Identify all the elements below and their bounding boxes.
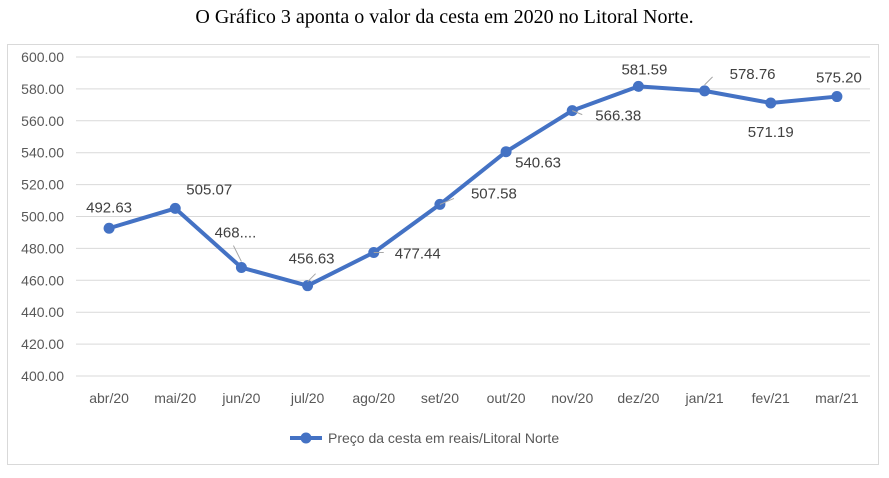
data-point bbox=[765, 97, 777, 109]
data-label: 578.76 bbox=[730, 66, 776, 83]
data-label: 492.63 bbox=[86, 199, 132, 216]
data-label-leader bbox=[572, 110, 583, 116]
data-point bbox=[169, 202, 181, 214]
y-tick-label: 440.00 bbox=[21, 304, 64, 320]
y-tick-label: 520.00 bbox=[21, 177, 64, 193]
data-point bbox=[699, 85, 711, 97]
data-label-leader bbox=[439, 197, 455, 205]
x-tick-label: fev/21 bbox=[752, 390, 790, 406]
data-label-leader bbox=[232, 245, 242, 262]
series-line bbox=[107, 84, 839, 288]
x-tick-label: abr/20 bbox=[89, 390, 129, 406]
y-tick-label: 580.00 bbox=[21, 81, 64, 97]
data-label: 571.19 bbox=[748, 124, 794, 141]
x-tick-label: jan/21 bbox=[685, 390, 724, 406]
data-label: 566.38 bbox=[595, 108, 641, 125]
data-point bbox=[103, 222, 115, 234]
data-label: 468.... bbox=[215, 225, 257, 242]
x-tick-label: jul/20 bbox=[290, 390, 325, 406]
y-tick-label: 600.00 bbox=[21, 49, 64, 65]
legend-marker bbox=[300, 432, 312, 444]
data-label: 581.59 bbox=[621, 61, 667, 78]
data-point bbox=[500, 146, 512, 158]
x-tick-label: dez/20 bbox=[617, 390, 659, 406]
legend-label: Preço da cesta em reais/Litoral Norte bbox=[328, 430, 559, 446]
data-label: 505.07 bbox=[186, 181, 232, 198]
x-tick-label: jun/20 bbox=[221, 390, 260, 406]
figure-caption: O Gráfico 3 aponta o valor da cesta em 2… bbox=[195, 6, 694, 28]
data-point bbox=[632, 80, 644, 92]
x-tick-label: set/20 bbox=[421, 390, 459, 406]
y-tick-label: 400.00 bbox=[21, 368, 64, 384]
x-tick-label: nov/20 bbox=[551, 390, 593, 406]
data-label: 456.63 bbox=[289, 251, 335, 268]
y-tick-label: 420.00 bbox=[21, 336, 64, 352]
chart-frame bbox=[7, 44, 879, 465]
y-tick-label: 540.00 bbox=[21, 145, 64, 161]
data-point bbox=[235, 262, 247, 274]
data-point bbox=[831, 91, 843, 103]
y-tick-label: 460.00 bbox=[21, 272, 64, 288]
data-label: 477.44 bbox=[395, 245, 441, 262]
data-label: 507.58 bbox=[471, 185, 517, 202]
data-point bbox=[302, 280, 314, 292]
x-tick-label: mai/20 bbox=[154, 390, 196, 406]
data-label-leader bbox=[704, 76, 713, 86]
y-tick-label: 480.00 bbox=[21, 240, 64, 256]
x-tick-label: ago/20 bbox=[352, 390, 395, 406]
data-label: 540.63 bbox=[515, 155, 561, 172]
x-tick-label: mar/21 bbox=[815, 390, 859, 406]
x-tick-label: out/20 bbox=[487, 390, 526, 406]
data-label: 575.20 bbox=[816, 70, 862, 87]
y-tick-label: 500.00 bbox=[21, 209, 64, 225]
y-tick-label: 560.00 bbox=[21, 113, 64, 129]
data-label-leader bbox=[307, 273, 316, 283]
